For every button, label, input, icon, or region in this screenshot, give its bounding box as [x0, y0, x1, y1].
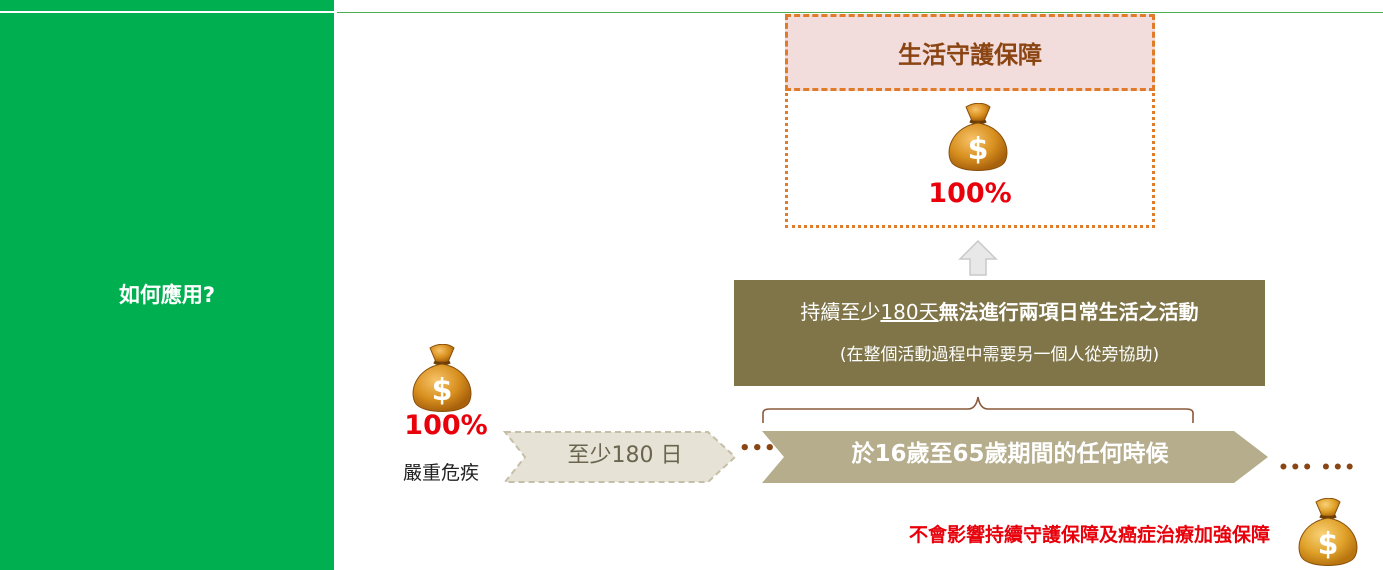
- column-divider: [334, 0, 337, 570]
- continuation-dots: •••: [739, 438, 777, 459]
- condition-bold: 無法進行兩項日常生活之活動: [938, 300, 1199, 324]
- left-label-column: [0, 0, 334, 570]
- age-period-label: 於16歲至65歲期間的任何時候: [851, 441, 1169, 467]
- money-bag-icon: $: [412, 344, 472, 412]
- condition-line-2: (在整個活動過程中需要另一個人從旁協助): [839, 345, 1160, 365]
- minimum-period-label: 至少180 日: [567, 443, 683, 468]
- row-label: 如何應用?: [118, 283, 216, 307]
- protection-percent: 100%: [928, 178, 1012, 209]
- left-benefit-caption: 嚴重危疾: [402, 462, 479, 484]
- span-bracket: [762, 396, 1194, 423]
- protection-title: 生活守護保障: [898, 41, 1042, 69]
- condition-box: 持續至少180天無法進行兩項日常生活之活動 (在整個活動過程中需要另一個人從旁協…: [734, 280, 1265, 386]
- left-column-top-band: [0, 0, 334, 13]
- minimum-period-chevron: [503, 431, 737, 483]
- svg-text:$: $: [968, 132, 989, 167]
- left-benefit-percent: 100%: [404, 410, 488, 441]
- condition-prefix: 持續至少: [800, 300, 881, 324]
- top-rule: [337, 12, 1383, 13]
- condition-line-1: 持續至少180天無法進行兩項日常生活之活動: [734, 297, 1265, 327]
- condition-duration: 180天: [880, 300, 939, 324]
- svg-text:$: $: [432, 373, 453, 408]
- trailing-dots: ••• •••: [1278, 458, 1357, 478]
- protection-header: 生活守護保障: [785, 14, 1155, 91]
- money-bag-icon: $: [1298, 498, 1358, 566]
- svg-text:$: $: [1318, 527, 1339, 562]
- footer-note: 不會影響持續守護保障及癌症治療加強保障: [908, 524, 1270, 546]
- money-bag-icon: $: [948, 103, 1008, 171]
- up-arrow-icon: [958, 240, 998, 276]
- age-period-chevron: [762, 431, 1268, 483]
